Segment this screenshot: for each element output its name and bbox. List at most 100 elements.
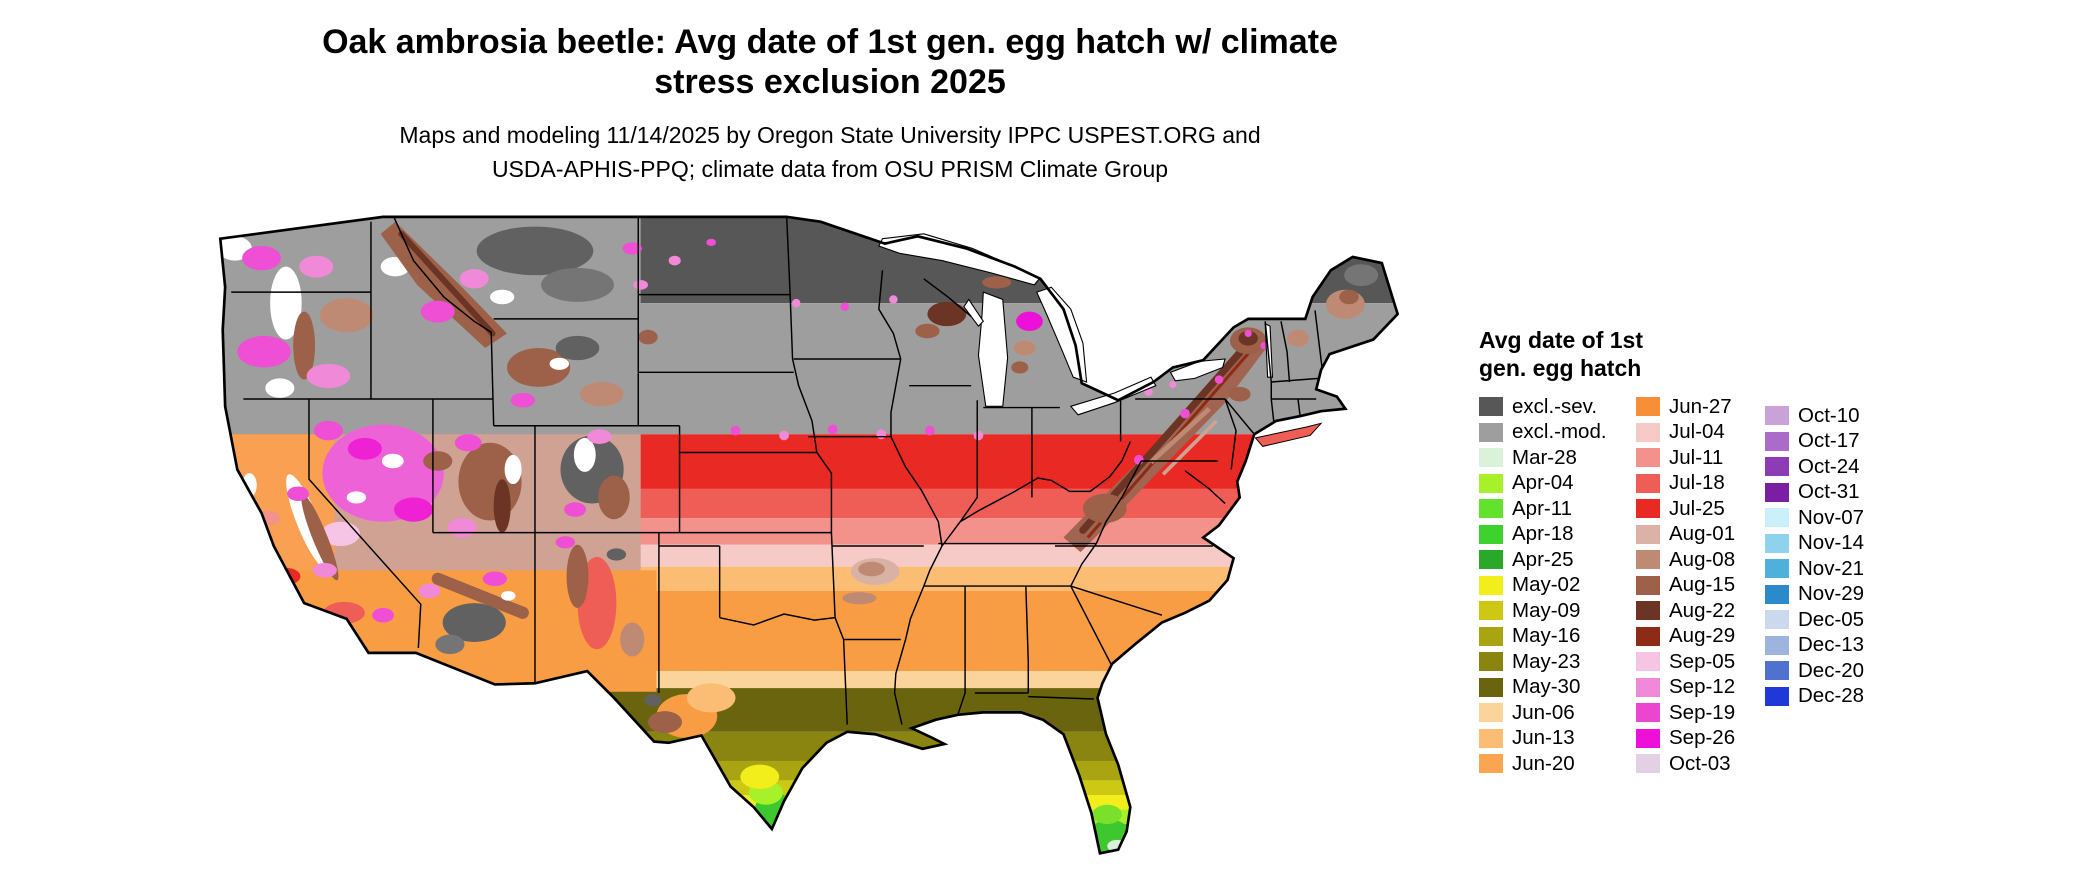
legend-item: Sep-12 — [1636, 675, 1765, 701]
legend-item: Aug-08 — [1636, 547, 1765, 573]
legend-columns: excl.-sev. excl.-mod. Mar-28 Apr-04 Apr-11 Ap… — [1479, 394, 1900, 777]
legend-label: Jun-13 — [1512, 726, 1575, 750]
legend-item: Jun-27 — [1636, 394, 1765, 420]
legend-swatch — [1479, 677, 1503, 697]
legend-item: Jul-25 — [1636, 496, 1765, 522]
legend-label: Oct-24 — [1798, 454, 1860, 478]
legend-swatch — [1479, 524, 1503, 544]
legend-swatch — [1479, 448, 1503, 468]
legend-label: Dec-05 — [1798, 607, 1865, 631]
legend-label: May-02 — [1512, 573, 1581, 597]
legend-label: Nov-14 — [1798, 531, 1865, 555]
us-map — [218, 215, 1400, 855]
legend-swatch — [1765, 406, 1789, 426]
legend-label: Nov-07 — [1798, 505, 1865, 529]
legend-label: Sep-05 — [1669, 649, 1736, 673]
legend-item: Sep-26 — [1636, 726, 1765, 752]
legend-swatch — [1765, 457, 1789, 477]
legend-title: Avg date of 1st gen. egg hatch — [1479, 326, 1900, 382]
legend-swatch — [1479, 550, 1503, 570]
legend-swatch — [1636, 677, 1660, 697]
legend-item: Aug-29 — [1636, 624, 1765, 650]
legend-item: Apr-18 — [1479, 522, 1636, 548]
legend-swatch — [1765, 431, 1789, 451]
legend-swatch — [1636, 550, 1660, 570]
legend-swatch — [1636, 652, 1660, 672]
legend-label: Apr-25 — [1512, 547, 1574, 571]
legend-item: excl.-mod. — [1479, 420, 1636, 446]
legend-item: Oct-17 — [1765, 429, 1900, 455]
lake-superior — [878, 233, 1041, 286]
legend-item: Apr-25 — [1479, 547, 1636, 573]
legend-item: excl.-sev. — [1479, 394, 1636, 420]
legend-item: Aug-01 — [1636, 522, 1765, 548]
legend: Avg date of 1st gen. egg hatch excl.-sev… — [1479, 326, 1900, 777]
legend-item: Dec-13 — [1765, 633, 1900, 659]
legend-swatch — [1636, 626, 1660, 646]
legend-title-line2: gen. egg hatch — [1479, 355, 1642, 381]
legend-swatch — [1636, 601, 1660, 621]
legend-item: Dec-20 — [1765, 658, 1900, 684]
legend-swatch — [1636, 473, 1660, 493]
legend-label: Oct-17 — [1798, 429, 1860, 453]
legend-item: Nov-29 — [1765, 582, 1900, 608]
state-borders — [231, 216, 1324, 725]
legend-label: Apr-11 — [1512, 496, 1573, 520]
legend-item: Jun-20 — [1479, 751, 1636, 777]
legend-label: Jun-20 — [1512, 751, 1575, 775]
legend-column: excl.-sev. excl.-mod. Mar-28 Apr-04 Apr-11 Ap… — [1479, 394, 1636, 777]
legend-item: Nov-21 — [1765, 556, 1900, 582]
legend-item: May-30 — [1479, 675, 1636, 701]
west-terrain-patches — [220, 221, 736, 738]
legend-swatch — [1636, 703, 1660, 723]
legend-item: Oct-31 — [1765, 480, 1900, 506]
legend-label: Oct-31 — [1798, 480, 1860, 504]
lake-huron — [1036, 286, 1088, 383]
legend-swatch — [1479, 728, 1503, 748]
legend-label: Apr-18 — [1512, 522, 1574, 546]
legend-swatch — [1479, 703, 1503, 723]
legend-swatch — [1636, 448, 1660, 468]
legend-label: Jun-06 — [1512, 700, 1575, 724]
legend-label: Dec-13 — [1798, 633, 1865, 657]
east-terrain-patches — [668, 238, 1379, 853]
legend-swatch — [1765, 559, 1789, 579]
legend-label: Dec-20 — [1798, 658, 1865, 682]
green-bay — [963, 298, 985, 327]
us-outline — [218, 215, 1400, 855]
legend-item: May-02 — [1479, 573, 1636, 599]
legend-label: Jul-25 — [1669, 496, 1725, 520]
legend-label: Oct-03 — [1669, 751, 1731, 775]
legend-label: Mar-28 — [1512, 445, 1577, 469]
legend-swatch — [1636, 422, 1660, 442]
legend-swatch — [1479, 754, 1503, 774]
legend-item: Oct-10 — [1765, 403, 1900, 429]
legend-swatch — [1636, 575, 1660, 595]
legend-swatch — [1765, 508, 1789, 528]
lake-michigan — [977, 291, 1009, 407]
legend-swatch — [1479, 601, 1503, 621]
legend-swatch — [1479, 626, 1503, 646]
legend-item: Jun-13 — [1479, 726, 1636, 752]
legend-item: Jul-18 — [1636, 471, 1765, 497]
legend-label: May-30 — [1512, 675, 1581, 699]
legend-item: Oct-24 — [1765, 454, 1900, 480]
legend-item: May-23 — [1479, 649, 1636, 675]
legend-label: Sep-26 — [1669, 726, 1736, 750]
legend-label: Sep-12 — [1669, 675, 1736, 699]
legend-label: Aug-08 — [1669, 547, 1736, 571]
legend-swatch — [1479, 422, 1503, 442]
legend-swatch — [1636, 754, 1660, 774]
legend-item: Dec-28 — [1765, 684, 1900, 710]
legend-swatch — [1765, 533, 1789, 553]
legend-label: Nov-21 — [1798, 556, 1865, 580]
legend-title-line1: Avg date of 1st — [1479, 327, 1644, 353]
legend-column: Jun-27 Jul-04 Jul-11 Jul-18 Jul-25 Aug-01 Aug-… — [1636, 394, 1765, 777]
page-subtitle-line2: USDA-APHIS-PPQ; climate data from OSU PR… — [491, 156, 1169, 182]
legend-item: May-09 — [1479, 598, 1636, 624]
legend-item: Dec-05 — [1765, 607, 1900, 633]
legend-swatch — [1479, 499, 1503, 519]
legend-label: May-16 — [1512, 624, 1581, 648]
legend-item: Sep-05 — [1636, 649, 1765, 675]
legend-item: Sep-19 — [1636, 700, 1765, 726]
